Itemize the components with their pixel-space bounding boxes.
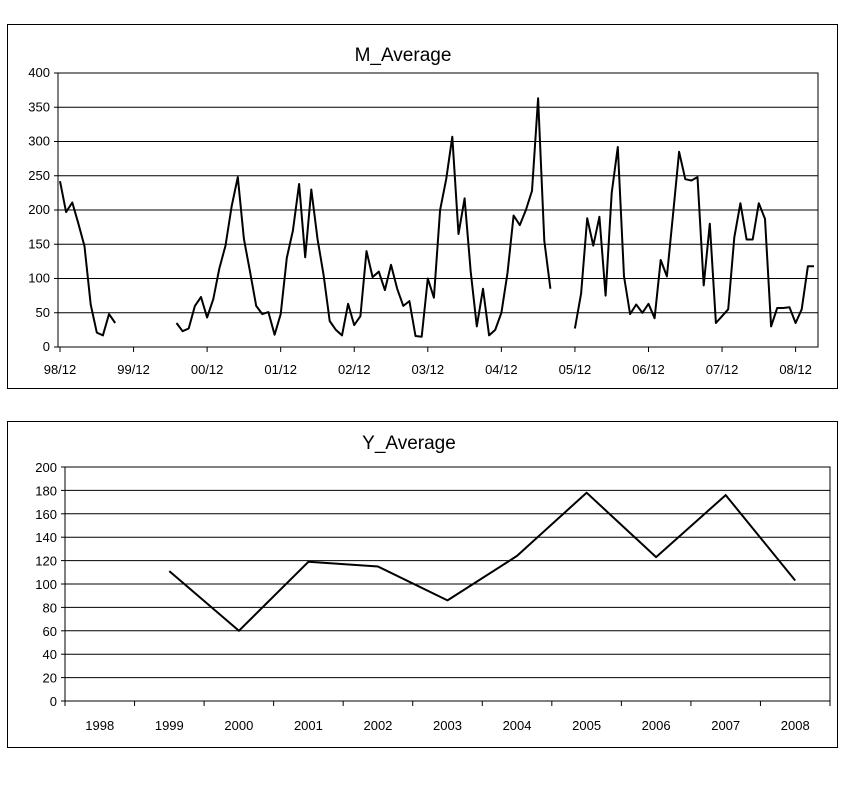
x-tick-label: 2006 xyxy=(642,718,671,733)
x-tick-label: 2004 xyxy=(503,718,532,733)
x-tick-label: 98/12 xyxy=(44,362,77,377)
y-tick-label: 250 xyxy=(28,168,50,183)
x-tick-label: 00/12 xyxy=(191,362,224,377)
y-tick-label: 50 xyxy=(36,305,50,320)
x-tick-label: 1998 xyxy=(85,718,114,733)
yearly-average-plot: Y_Average 0 20 40 60 80 100 120 140 160 180 200 199… xyxy=(35,433,831,733)
y-tick-label: 100 xyxy=(28,271,50,286)
series-line xyxy=(59,181,117,337)
x-tick-label: 08/12 xyxy=(779,362,812,377)
yearly-average-chart: Y_Average 0 20 40 60 80 100 120 140 160 180 200 199… xyxy=(7,421,838,748)
x-tick-label: 2000 xyxy=(224,718,253,733)
y-tick-label: 80 xyxy=(43,600,57,615)
y-tick-label: 120 xyxy=(35,554,57,569)
y-tick-label: 100 xyxy=(35,577,57,592)
x-tick-label: 02/12 xyxy=(338,362,371,377)
y-tick-label: 0 xyxy=(43,339,50,354)
x-tick-label: 99/12 xyxy=(117,362,150,377)
x-tick-label: 03/12 xyxy=(412,362,445,377)
x-tick-label: 1999 xyxy=(155,718,184,733)
y-tick-label: 200 xyxy=(28,202,50,217)
y-tick-label: 0 xyxy=(50,694,57,709)
y-tick-label: 140 xyxy=(35,530,57,545)
monthly-average-plot: M_Average 0 50 100 150 200 250 300 350 400 98/12 9… xyxy=(28,45,819,377)
x-tick-label: 06/12 xyxy=(632,362,665,377)
x-tick-label: 2007 xyxy=(711,718,740,733)
x-tick-label: 05/12 xyxy=(559,362,592,377)
y-tick-label: 40 xyxy=(43,647,57,662)
x-tick-label: 2002 xyxy=(363,718,392,733)
y-tick-label: 150 xyxy=(28,236,50,251)
chart-title: M_Average xyxy=(355,45,452,66)
monthly-average-chart: M_Average 0 50 100 150 200 250 300 350 400 98/12 9… xyxy=(7,24,838,389)
series-line xyxy=(573,146,814,329)
x-tick-label: 2001 xyxy=(294,718,323,733)
x-tick-label: 07/12 xyxy=(706,362,739,377)
y-tick-label: 400 xyxy=(28,65,50,80)
x-tick-label: 2008 xyxy=(781,718,810,733)
y-tick-label: 20 xyxy=(43,671,57,686)
series-line xyxy=(168,491,796,632)
y-tick-label: 300 xyxy=(28,134,50,149)
x-tick-label: 2005 xyxy=(572,718,601,733)
x-tick-label: 04/12 xyxy=(485,362,518,377)
y-tick-label: 60 xyxy=(43,624,57,639)
x-tick-label: 01/12 xyxy=(264,362,297,377)
series-line xyxy=(175,97,552,338)
y-tick-label: 350 xyxy=(28,99,50,114)
y-tick-label: 160 xyxy=(35,507,57,522)
chart-title: Y_Average xyxy=(362,433,456,454)
x-tick-label: 2003 xyxy=(433,718,462,733)
y-tick-label: 180 xyxy=(35,483,57,498)
y-tick-label: 200 xyxy=(35,460,57,475)
